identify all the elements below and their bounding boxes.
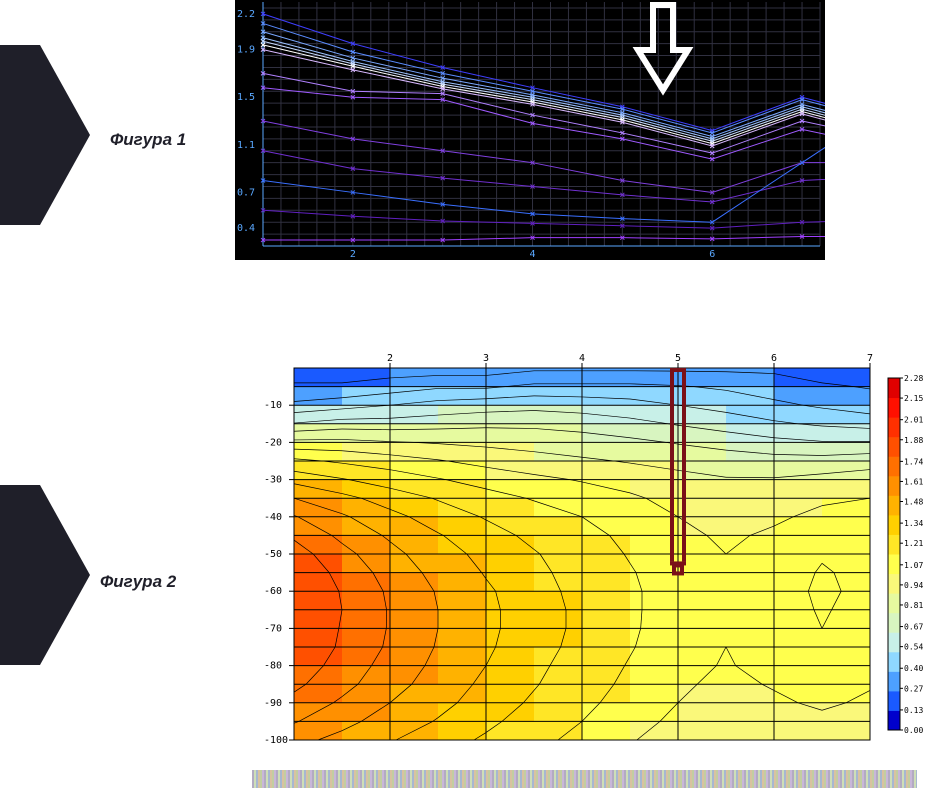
svg-text:4: 4 bbox=[530, 249, 536, 260]
svg-text:2.28: 2.28 bbox=[904, 374, 923, 383]
svg-text:3: 3 bbox=[483, 353, 489, 364]
svg-text:1.88: 1.88 bbox=[904, 436, 923, 445]
figure-1-linechart: 0.4 0.7 1.1 1.5 1.9 2.2 2 4 6 bbox=[235, 0, 825, 260]
svg-text:-40: -40 bbox=[264, 512, 282, 523]
pentagon-marker-1 bbox=[0, 45, 90, 225]
svg-text:-100: -100 bbox=[264, 735, 288, 745]
svg-text:2: 2 bbox=[387, 353, 393, 364]
svg-text:0.27: 0.27 bbox=[904, 684, 923, 693]
svg-text:-60: -60 bbox=[264, 586, 282, 597]
svg-text:-80: -80 bbox=[264, 661, 282, 672]
svg-text:7: 7 bbox=[867, 353, 873, 364]
svg-text:1.1: 1.1 bbox=[237, 140, 255, 151]
svg-text:-50: -50 bbox=[264, 549, 282, 560]
svg-text:0.54: 0.54 bbox=[904, 643, 923, 652]
svg-text:-10: -10 bbox=[264, 400, 282, 411]
svg-text:2.01: 2.01 bbox=[904, 416, 923, 425]
svg-text:-20: -20 bbox=[264, 437, 282, 448]
figure-1-label: Фигура 1 bbox=[110, 130, 186, 150]
svg-text:1.9: 1.9 bbox=[237, 45, 255, 56]
svg-text:1.5: 1.5 bbox=[237, 92, 255, 103]
svg-text:0.67: 0.67 bbox=[904, 623, 923, 632]
svg-text:4: 4 bbox=[579, 353, 585, 364]
figure-2-label: Фигура 2 bbox=[100, 572, 176, 592]
svg-text:1.07: 1.07 bbox=[904, 561, 923, 570]
svg-text:0.4: 0.4 bbox=[237, 223, 255, 234]
svg-text:1.74: 1.74 bbox=[904, 457, 923, 466]
svg-text:-70: -70 bbox=[264, 623, 282, 634]
svg-text:1.61: 1.61 bbox=[904, 477, 923, 486]
svg-text:0.13: 0.13 bbox=[904, 706, 923, 715]
noise-strip bbox=[252, 770, 917, 788]
svg-text:5: 5 bbox=[675, 353, 681, 364]
svg-text:6: 6 bbox=[771, 353, 777, 364]
svg-text:0.81: 0.81 bbox=[904, 601, 923, 610]
svg-text:0.00: 0.00 bbox=[904, 726, 923, 735]
pentagon-marker-2 bbox=[0, 485, 90, 665]
svg-text:2: 2 bbox=[350, 249, 356, 260]
svg-text:1.21: 1.21 bbox=[904, 539, 923, 548]
svg-text:0.94: 0.94 bbox=[904, 581, 923, 590]
svg-text:6: 6 bbox=[709, 249, 715, 260]
svg-text:-30: -30 bbox=[264, 475, 282, 486]
svg-text:1.48: 1.48 bbox=[904, 498, 923, 507]
svg-text:0.7: 0.7 bbox=[237, 187, 255, 198]
svg-text:2.2: 2.2 bbox=[237, 9, 255, 20]
svg-text:0.40: 0.40 bbox=[904, 664, 923, 673]
svg-text:-90: -90 bbox=[264, 698, 282, 709]
svg-text:2.15: 2.15 bbox=[904, 394, 923, 403]
svg-text:1.34: 1.34 bbox=[904, 519, 923, 528]
figure-2-heatmap: 2 3 4 5 6 7 -10 -20 -30 -40 -50 -60 -70 -80 -90 -100 2.2… bbox=[252, 350, 932, 745]
